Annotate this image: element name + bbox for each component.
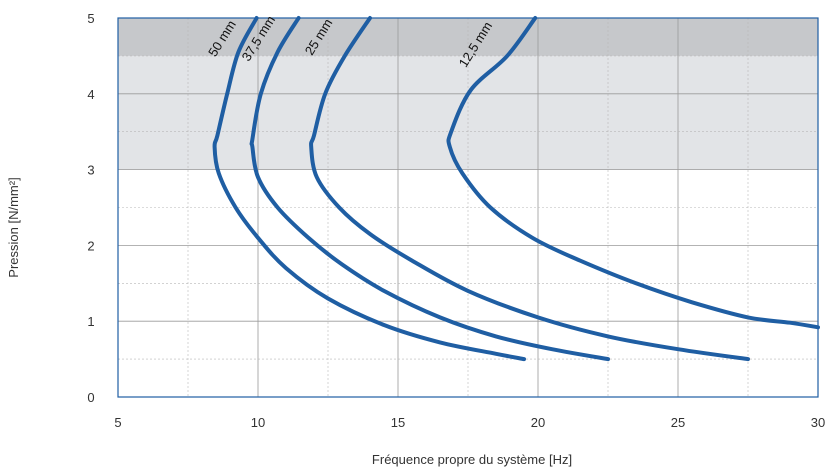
x-tick-label: 10 (251, 415, 265, 430)
x-tick-label: 30 (811, 415, 825, 430)
series-line-1 (249, 16, 610, 362)
x-tick-label: 15 (391, 415, 405, 430)
y-tick-label: 4 (87, 87, 94, 102)
y-tick-label: 5 (87, 11, 94, 26)
x-axis-title: Fréquence propre du système [Hz] (372, 452, 572, 467)
plot-frame (117, 17, 819, 398)
curves (212, 16, 820, 362)
y-tick-label: 0 (87, 390, 94, 405)
band-1 (118, 18, 818, 56)
x-tick-labels: 5 10 15 20 25 30 (114, 415, 825, 430)
grid-lines (118, 18, 818, 397)
series-line-2 (309, 16, 750, 362)
x-tick-label: 20 (531, 415, 545, 430)
y-tick-label: 3 (87, 163, 94, 178)
y-axis-title: Pression [N/mm²] (6, 177, 21, 277)
series-line-0 (212, 16, 526, 362)
y-tick-label: 2 (87, 238, 94, 253)
x-tick-label: 5 (114, 415, 121, 430)
y-tick-labels: 0 1 2 3 4 5 (87, 11, 94, 405)
x-tick-label: 25 (671, 415, 685, 430)
series-line-3 (446, 16, 820, 330)
y-tick-label: 1 (87, 314, 94, 329)
